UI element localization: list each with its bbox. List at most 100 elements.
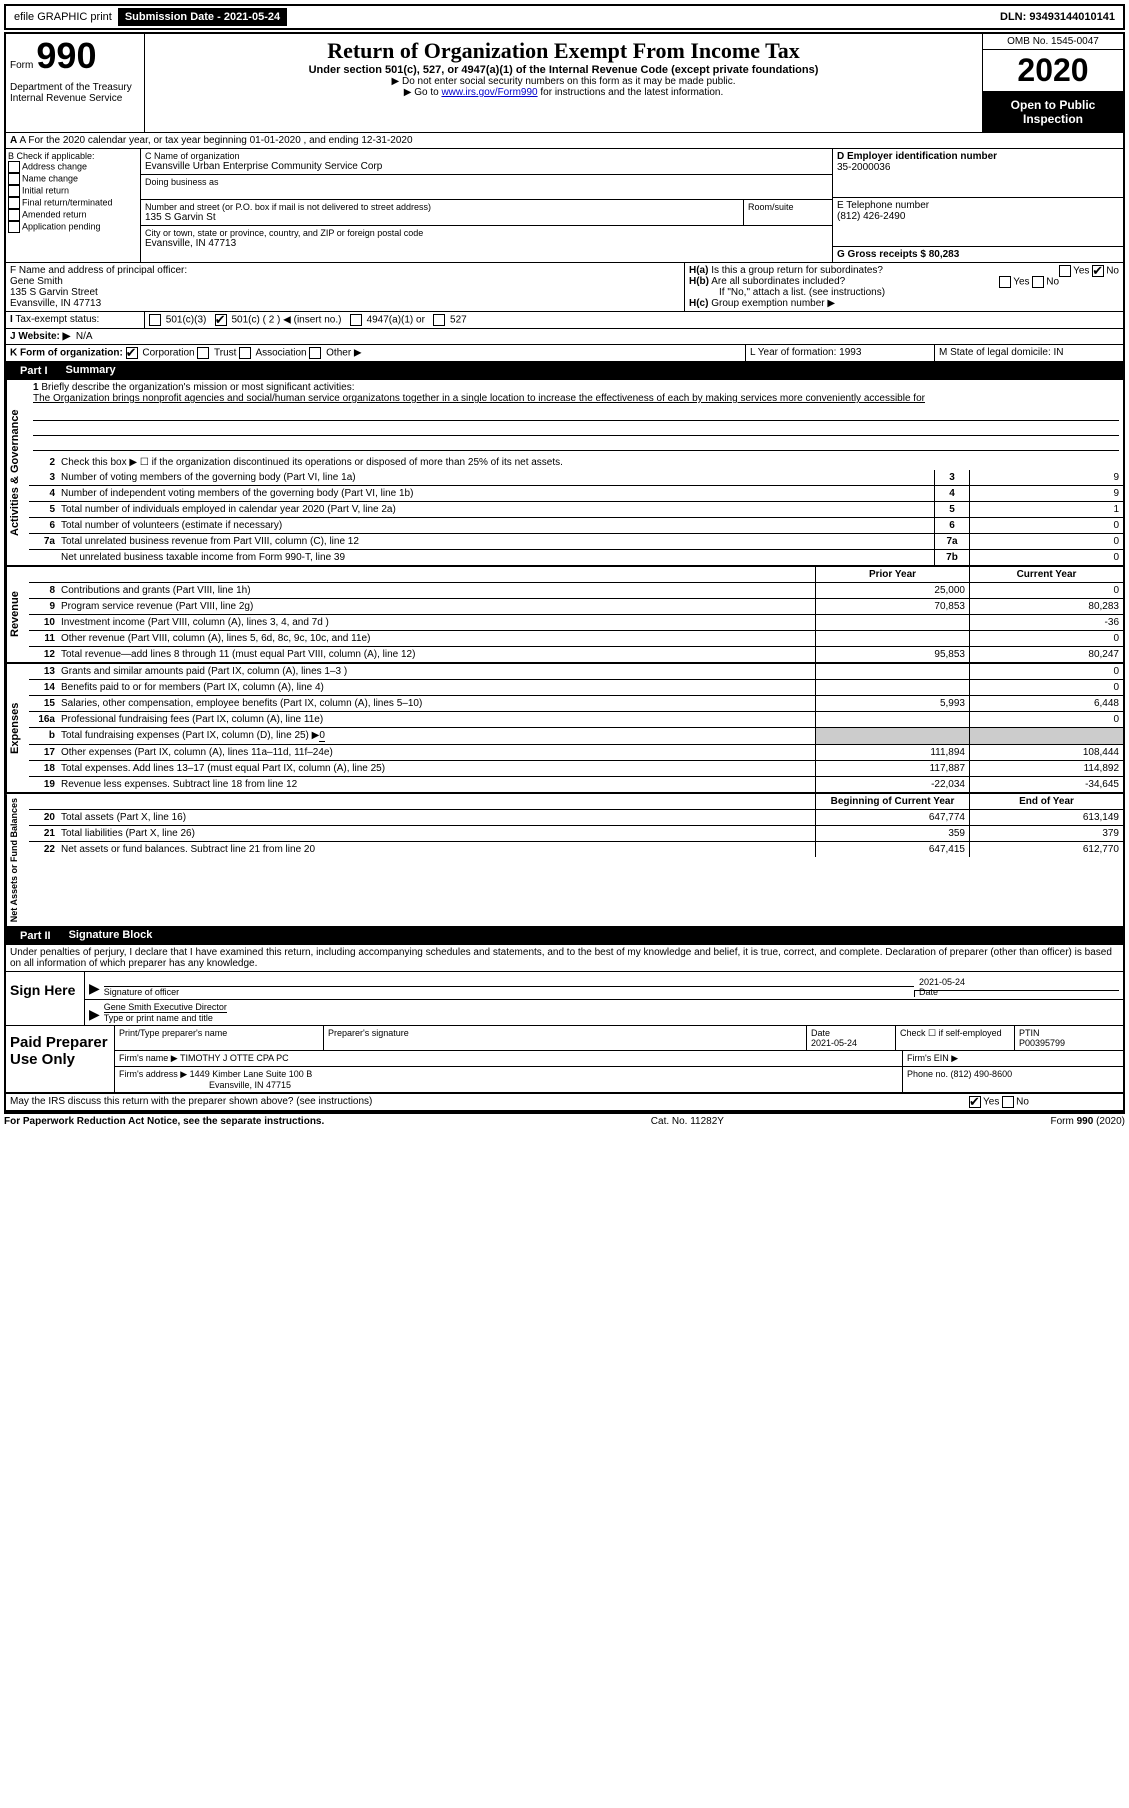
irs-link[interactable]: www.irs.gov/Form990 <box>441 87 537 98</box>
omb-number: OMB No. 1545-0047 <box>983 34 1123 50</box>
officer-addr1: 135 S Garvin Street <box>10 287 680 298</box>
assoc-checkbox[interactable] <box>239 347 251 359</box>
cy21: 379 <box>969 826 1123 841</box>
prior-year-header: Prior Year <box>815 567 969 582</box>
dln-label: DLN: 93493144010141 <box>994 9 1121 25</box>
check-self-employed[interactable]: Check ☐ if self-employed <box>896 1026 1015 1050</box>
city-state-zip: Evansville, IN 47713 <box>145 238 828 249</box>
year-formation: L Year of formation: 1993 <box>746 345 935 361</box>
prep-name-label: Print/Type preparer's name <box>115 1026 324 1050</box>
line21: Total liabilities (Part X, line 26) <box>57 826 815 841</box>
sig-arrow-icon: ▶ <box>89 980 100 997</box>
val4: 9 <box>969 486 1123 501</box>
ptin-label: PTIN <box>1019 1028 1040 1038</box>
py22: 647,415 <box>815 842 969 857</box>
cy12: 80,247 <box>969 647 1123 662</box>
ein-label: D Employer identification number <box>837 151 1119 162</box>
hb-note: If "No," attach a list. (see instruction… <box>689 287 1119 298</box>
irs-yes-checkbox[interactable] <box>969 1096 981 1108</box>
checkbox-final-return[interactable]: Final return/terminated <box>8 197 138 209</box>
form-number: 990 <box>36 35 96 76</box>
firm-addr1: 1449 Kimber Lane Suite 100 B <box>190 1069 313 1079</box>
firm-name-label: Firm's name ▶ <box>119 1053 178 1063</box>
part2-title: Signature Block <box>69 929 153 943</box>
catalog-number: Cat. No. 11282Y <box>651 1116 724 1127</box>
ptin-value: P00395799 <box>1019 1038 1065 1048</box>
firm-addr-label: Firm's address ▶ <box>119 1069 187 1079</box>
prep-date-label: Date <box>811 1028 830 1038</box>
firm-phone: Phone no. (812) 490-8600 <box>903 1067 1123 1092</box>
sig-arrow2-icon: ▶ <box>89 1006 100 1023</box>
checkbox-initial-return[interactable]: Initial return <box>8 185 138 197</box>
expenses-section: Expenses 13Grants and similar amounts pa… <box>6 664 1123 794</box>
ein-value: 35-2000036 <box>837 162 1119 173</box>
section-hc: H(c) Group exemption number ▶ <box>689 298 1119 309</box>
corp-checkbox[interactable] <box>126 347 138 359</box>
org-name-label: C Name of organization <box>145 151 828 161</box>
revenue-label: Revenue <box>6 567 29 662</box>
section-c: C Name of organization Evansville Urban … <box>141 149 833 262</box>
py12: 95,853 <box>815 647 969 662</box>
addr-label: Number and street (or P.O. box if mail i… <box>145 202 739 212</box>
sign-here-section: Sign Here ▶ Signature of officer 2021-05… <box>6 972 1123 1026</box>
irs-no-checkbox[interactable] <box>1002 1096 1014 1108</box>
cy22: 612,770 <box>969 842 1123 857</box>
hb-no-checkbox[interactable] <box>1032 276 1044 288</box>
section-b-label: B Check if applicable: <box>8 151 138 161</box>
501c3-checkbox[interactable] <box>149 314 161 326</box>
note-ssn: ▶ Do not enter social security numbers o… <box>149 76 978 87</box>
checkbox-address-change[interactable]: Address change <box>8 161 138 173</box>
py10 <box>815 615 969 630</box>
ha-no-checkbox[interactable] <box>1092 265 1104 277</box>
ha-yes-checkbox[interactable] <box>1059 265 1071 277</box>
py13 <box>815 664 969 679</box>
checkbox-app-pending[interactable]: Application pending <box>8 221 138 233</box>
trust-checkbox[interactable] <box>197 347 209 359</box>
line13: Grants and similar amounts paid (Part IX… <box>57 664 815 679</box>
part1-label: Part I <box>12 364 56 378</box>
py16a <box>815 712 969 727</box>
footer: For Paperwork Reduction Act Notice, see … <box>4 1114 1125 1129</box>
py11 <box>815 631 969 646</box>
cy20: 613,149 <box>969 810 1123 825</box>
website-value: N/A <box>76 331 93 342</box>
netassets-label: Net Assets or Fund Balances <box>6 794 29 926</box>
hb-yes-checkbox[interactable] <box>999 276 1011 288</box>
4947-checkbox[interactable] <box>350 314 362 326</box>
line1: 1 Briefly describe the organization's mi… <box>29 380 1123 406</box>
note-link: ▶ Go to www.irs.gov/Form990 for instruct… <box>149 87 978 98</box>
irs-discuss-text: May the IRS discuss this return with the… <box>6 1094 965 1110</box>
val6: 0 <box>969 518 1123 533</box>
form-word: Form <box>10 60 33 71</box>
line22: Net assets or fund balances. Subtract li… <box>57 842 815 857</box>
other-checkbox[interactable] <box>309 347 321 359</box>
submission-date-button[interactable]: Submission Date - 2021-05-24 <box>118 8 287 26</box>
501c-checkbox[interactable] <box>215 314 227 326</box>
cy15: 6,448 <box>969 696 1123 711</box>
officer-typed-name: Gene Smith Executive Director <box>104 1002 227 1013</box>
line17: Other expenses (Part IX, column (A), lin… <box>57 745 815 760</box>
website-label: J Website: ▶ <box>10 331 70 342</box>
py14 <box>815 680 969 695</box>
line8: Contributions and grants (Part VIII, lin… <box>57 583 815 598</box>
revenue-section: Revenue bPrior YearCurrent Year 8Contrib… <box>6 567 1123 664</box>
cy14: 0 <box>969 680 1123 695</box>
tax-year: 2020 <box>983 50 1123 92</box>
py17: 111,894 <box>815 745 969 760</box>
line14: Benefits paid to or for members (Part IX… <box>57 680 815 695</box>
val5: 1 <box>969 502 1123 517</box>
py19: -22,034 <box>815 777 969 792</box>
val3: 9 <box>969 470 1123 485</box>
section-hb: H(b) Are all subordinates included? Yes … <box>689 276 1119 287</box>
line9: Program service revenue (Part VIII, line… <box>57 599 815 614</box>
checkbox-name-change[interactable]: Name change <box>8 173 138 185</box>
form-container: Form 990 Department of the Treasury Inte… <box>4 32 1125 1114</box>
val7a: 0 <box>969 534 1123 549</box>
cy8: 0 <box>969 583 1123 598</box>
firm-name: TIMOTHY J OTTE CPA PC <box>180 1053 289 1063</box>
prep-date-value: 2021-05-24 <box>811 1038 857 1048</box>
527-checkbox[interactable] <box>433 314 445 326</box>
line11: Other revenue (Part VIII, column (A), li… <box>57 631 815 646</box>
checkbox-amended[interactable]: Amended return <box>8 209 138 221</box>
section-fh: F Name and address of principal officer:… <box>6 263 1123 312</box>
